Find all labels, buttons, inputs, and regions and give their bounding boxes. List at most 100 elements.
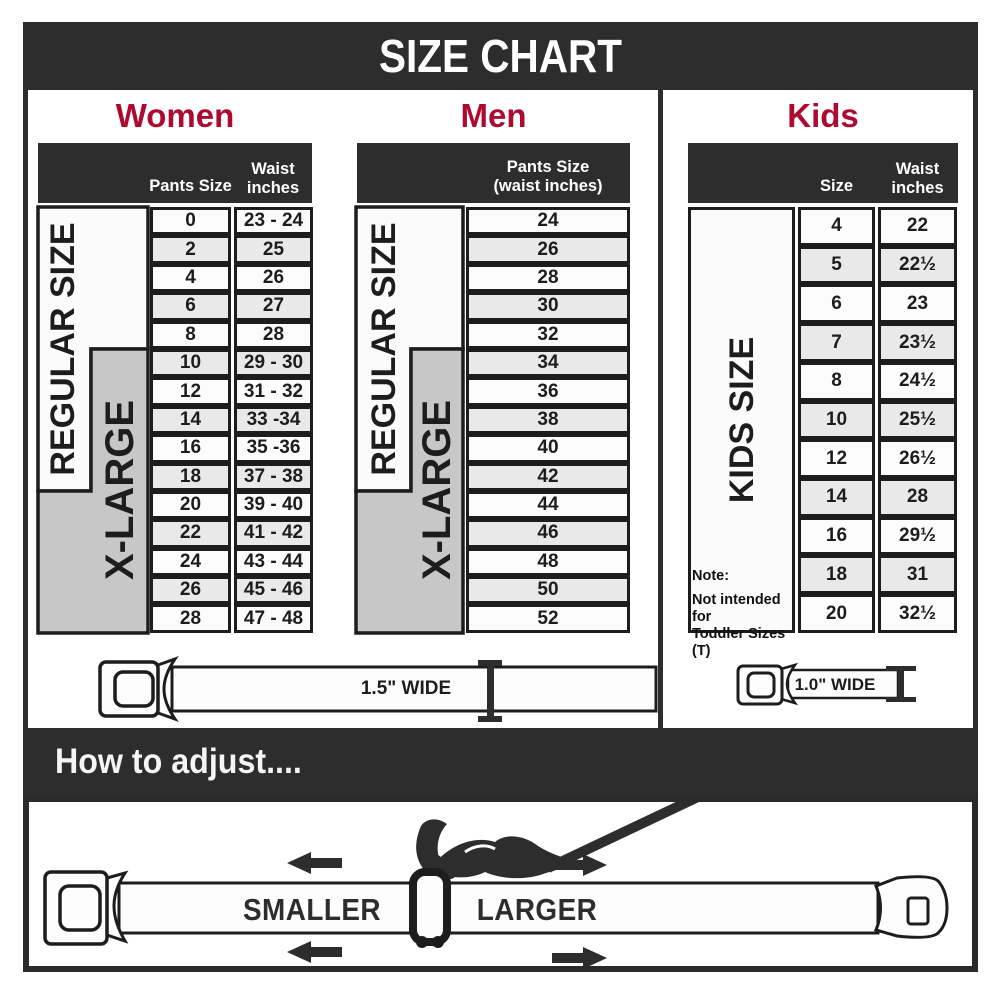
- pants-size-cell: 24: [150, 547, 231, 577]
- kids-section-label: Kids: [787, 97, 859, 134]
- buckle-flap: [105, 870, 129, 944]
- kids-table-header: Size Waist inches: [688, 143, 958, 203]
- i-beam-icon: [478, 660, 502, 722]
- waist-cell: 47 - 48: [234, 604, 313, 633]
- kids-size-box: [688, 207, 795, 633]
- kids-note: Note: Not intended for Toddler Sizes (T): [692, 568, 794, 661]
- women-table-row: 0 23 - 24: [150, 207, 313, 236]
- hand-detail: [464, 844, 496, 854]
- kids-table-row: 10 25½: [798, 400, 957, 440]
- adult-belt-width-label: 1.5" WIDE: [360, 678, 452, 699]
- waist-cell: 39 - 40: [234, 490, 313, 520]
- kids-table-row: 18 31: [798, 555, 957, 595]
- waist-cell: 33 -34: [234, 405, 313, 435]
- women-table-row: 14 33 -34: [150, 405, 313, 435]
- buckle-flap: [779, 662, 799, 706]
- kids-belt-illustration: [736, 662, 916, 706]
- note-title: Note:: [692, 568, 730, 584]
- size-cell: 16: [798, 516, 875, 556]
- women-table-header: Pants Size Waist inches: [38, 143, 312, 203]
- men-table-row: 36: [466, 377, 630, 406]
- arrow-left-icon: [287, 941, 342, 963]
- pants-size-cell: 46: [466, 519, 630, 548]
- kids-col-waist: Waist inches: [891, 160, 944, 198]
- men-xlarge-label: X-LARGE: [415, 400, 459, 580]
- buckle-button: [746, 671, 776, 699]
- kids-table-row: 12 26½: [798, 439, 957, 479]
- slider-icon: [409, 868, 451, 948]
- women-table-row: 12 31 - 32: [150, 377, 313, 406]
- i-beam-icon: [886, 666, 916, 702]
- waist-cell: 27: [234, 292, 313, 321]
- men-table-body: 24 26 28 30 32 34 36 38 40 42 44 46: [466, 207, 630, 633]
- waist-cell: 29 - 30: [234, 348, 313, 378]
- waist-cell: 37 - 38: [234, 462, 313, 491]
- adjust-illustration: [43, 802, 949, 966]
- size-cell: 6: [798, 284, 875, 324]
- pants-size-cell: 32: [466, 320, 630, 349]
- buckle-button: [113, 670, 155, 708]
- note-line2: Toddler Sizes (T): [692, 626, 786, 660]
- pants-size-cell: 40: [466, 434, 630, 463]
- waist-cell: 26: [234, 263, 313, 293]
- arrow-right-icon: [552, 947, 607, 966]
- kids-table-body: 4 22 5 22½ 6 23 7 23½ 8 24½ 10 25½ 12 26…: [798, 207, 957, 633]
- women-table-row: 24 43 - 44: [150, 547, 313, 577]
- chart-content-frame: [23, 90, 978, 728]
- men-table-header: Pants Size (waist inches): [357, 143, 630, 203]
- men-table-row: 46: [466, 519, 630, 548]
- kids-table-row: 20 32½: [798, 594, 957, 633]
- waist-cell: 28: [234, 320, 313, 349]
- pants-size-cell: 2: [150, 235, 231, 264]
- pants-size-cell: 18: [150, 462, 231, 491]
- women-table-row: 22 41 - 42: [150, 519, 313, 548]
- pants-size-cell: 0: [150, 207, 231, 236]
- size-cell: 14: [798, 478, 875, 517]
- men-table-row: 42: [466, 462, 630, 491]
- waist-cell: 23: [878, 284, 957, 324]
- women-table-row: 28 47 - 48: [150, 604, 313, 633]
- men-table-row: 30: [466, 292, 630, 321]
- size-cell: 18: [798, 555, 875, 595]
- size-cell: 8: [798, 361, 875, 401]
- waist-cell: 31 - 32: [234, 377, 313, 406]
- pants-size-cell: 16: [150, 434, 231, 463]
- kids-table-row: 14 28: [798, 478, 957, 517]
- waist-cell: 26½: [878, 439, 957, 479]
- women-table-body: 0 23 - 24 2 25 4 26 6 27 8 28 10 29 - 30…: [150, 207, 313, 633]
- kids-table-row: 8 24½: [798, 361, 957, 401]
- waist-cell: 23½: [878, 323, 957, 362]
- pants-size-cell: 48: [466, 547, 630, 577]
- size-cell: 7: [798, 323, 875, 362]
- pants-size-cell: 12: [150, 377, 231, 406]
- size-cell: 12: [798, 439, 875, 479]
- size-cell: 4: [798, 207, 875, 246]
- women-xlarge-label: X-LARGE: [98, 400, 142, 580]
- kids-table-row: 4 22: [798, 207, 957, 246]
- adjust-title: How to adjust....: [55, 742, 302, 781]
- men-section-label: Men: [460, 97, 527, 134]
- waist-cell: 43 - 44: [234, 547, 313, 577]
- women-table-row: 8 28: [150, 320, 313, 349]
- belt-tail: [545, 802, 700, 873]
- note-line1: Not intended for: [692, 592, 781, 626]
- smaller-label: SMALLER: [242, 892, 381, 927]
- men-table-row: 34: [466, 348, 630, 378]
- page-title: SIZE CHART: [379, 30, 622, 82]
- women-xlarge-box: [36, 347, 150, 635]
- men-table-row: 52: [466, 604, 630, 633]
- larger-label: LARGER: [476, 892, 598, 927]
- men-table-row: 48: [466, 547, 630, 577]
- pants-size-cell: 52: [466, 604, 630, 633]
- women-table-row: 4 26: [150, 263, 313, 293]
- women-col-pants-size: Pants Size: [149, 177, 232, 196]
- women-table-row: 18 37 - 38: [150, 462, 313, 491]
- waist-cell: 28: [878, 478, 957, 517]
- women-regular-size-label: REGULAR SIZE: [44, 222, 82, 476]
- women-col-waist: Waist inches: [246, 160, 300, 198]
- men-table-row: 32: [466, 320, 630, 349]
- waist-cell: 24½: [878, 361, 957, 401]
- size-cell: 5: [798, 245, 875, 285]
- pants-size-cell: 20: [150, 490, 231, 520]
